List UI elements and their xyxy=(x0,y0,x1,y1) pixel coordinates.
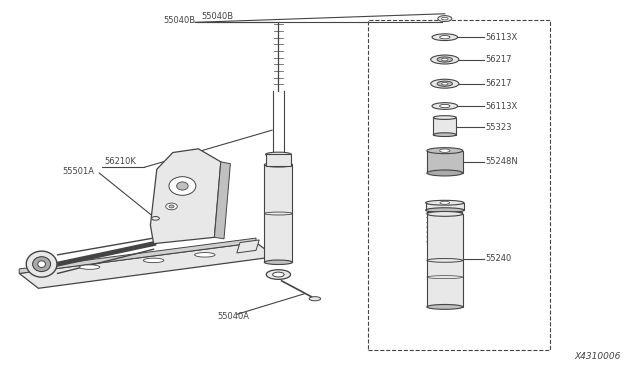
Text: 56210K: 56210K xyxy=(104,157,136,166)
Ellipse shape xyxy=(433,133,456,137)
Polygon shape xyxy=(237,240,259,253)
Bar xyxy=(427,151,463,173)
Ellipse shape xyxy=(426,208,464,213)
Ellipse shape xyxy=(169,177,196,195)
Ellipse shape xyxy=(79,265,100,269)
Polygon shape xyxy=(19,243,275,288)
Ellipse shape xyxy=(440,149,450,153)
Ellipse shape xyxy=(437,81,452,86)
Ellipse shape xyxy=(438,16,452,22)
Bar xyxy=(368,20,550,350)
Ellipse shape xyxy=(442,58,448,61)
Ellipse shape xyxy=(152,217,159,220)
Ellipse shape xyxy=(38,261,45,267)
Polygon shape xyxy=(19,238,256,273)
Text: 56113X: 56113X xyxy=(485,102,517,110)
Bar xyxy=(427,214,463,307)
Ellipse shape xyxy=(26,251,57,277)
Ellipse shape xyxy=(427,304,463,310)
Ellipse shape xyxy=(169,205,174,208)
Text: X4310006: X4310006 xyxy=(575,352,621,361)
Text: 55248N: 55248N xyxy=(485,157,518,166)
Polygon shape xyxy=(214,162,230,239)
Ellipse shape xyxy=(437,57,452,62)
Ellipse shape xyxy=(442,82,448,85)
Ellipse shape xyxy=(143,258,164,263)
Ellipse shape xyxy=(432,34,458,41)
Ellipse shape xyxy=(440,35,450,39)
Ellipse shape xyxy=(442,17,448,20)
Ellipse shape xyxy=(266,270,291,279)
Ellipse shape xyxy=(440,201,449,204)
Ellipse shape xyxy=(195,253,215,257)
Text: 55501A: 55501A xyxy=(63,167,95,176)
Ellipse shape xyxy=(33,257,51,272)
Polygon shape xyxy=(150,149,221,244)
Text: 56217: 56217 xyxy=(485,79,511,88)
Text: 55040B: 55040B xyxy=(202,12,234,21)
Ellipse shape xyxy=(273,272,284,277)
Ellipse shape xyxy=(309,297,321,301)
Text: 55040B: 55040B xyxy=(163,16,195,25)
Ellipse shape xyxy=(433,116,456,119)
Bar xyxy=(264,165,292,262)
Ellipse shape xyxy=(427,148,463,154)
Ellipse shape xyxy=(166,203,177,210)
Ellipse shape xyxy=(440,105,450,108)
Ellipse shape xyxy=(266,163,291,168)
Ellipse shape xyxy=(266,152,291,157)
Ellipse shape xyxy=(432,103,458,109)
Bar xyxy=(433,118,456,135)
Text: 55323: 55323 xyxy=(485,123,511,132)
Ellipse shape xyxy=(177,182,188,190)
Ellipse shape xyxy=(427,170,463,176)
Ellipse shape xyxy=(426,200,464,205)
Text: 55240: 55240 xyxy=(485,254,511,263)
Text: 56113X: 56113X xyxy=(485,33,517,42)
Ellipse shape xyxy=(431,55,459,64)
Text: 55040A: 55040A xyxy=(218,312,250,321)
Ellipse shape xyxy=(427,211,463,217)
Ellipse shape xyxy=(264,260,292,264)
Ellipse shape xyxy=(431,79,459,88)
Bar xyxy=(426,203,464,210)
Ellipse shape xyxy=(264,163,292,167)
Bar xyxy=(266,154,291,166)
Text: 56217: 56217 xyxy=(485,55,511,64)
